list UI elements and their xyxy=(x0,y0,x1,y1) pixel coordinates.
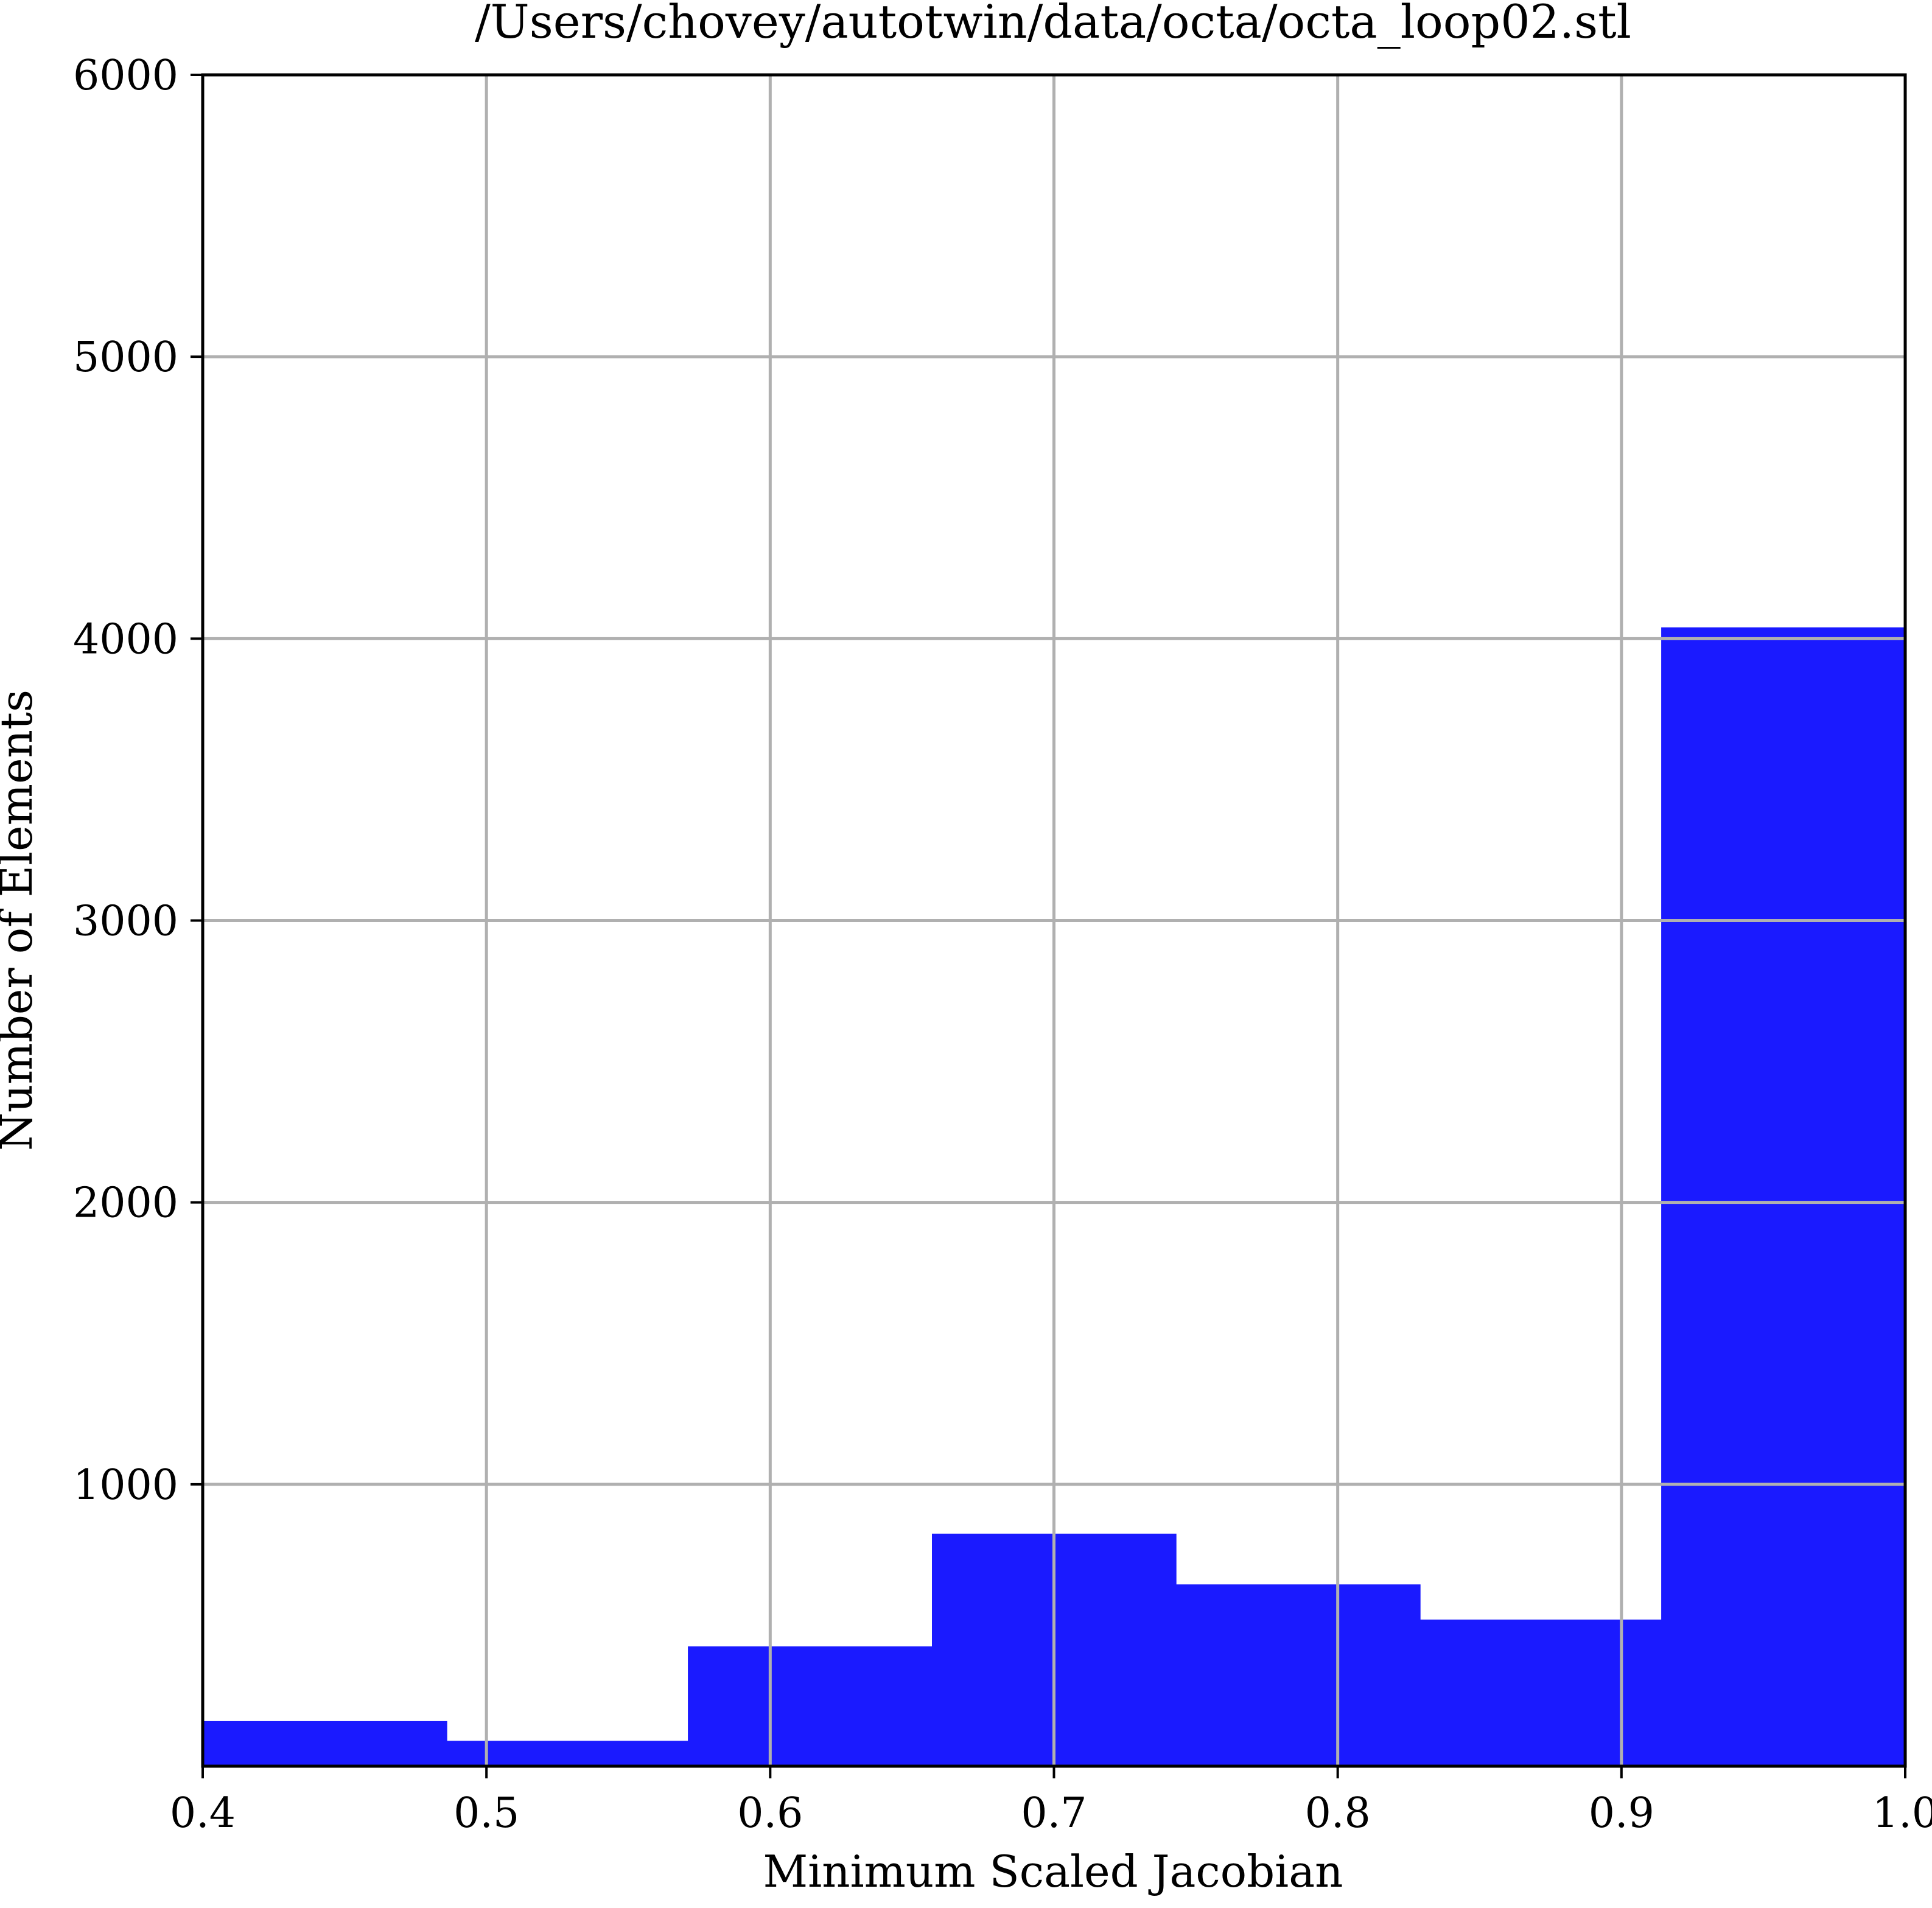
x-tick-label-5: 0.9 xyxy=(1589,1789,1654,1837)
histogram-bar-2 xyxy=(688,1646,933,1766)
y-tick-label-0: 1000 xyxy=(73,1461,178,1509)
y-axis-title: Number of Elements xyxy=(0,690,42,1151)
histogram-bar-5 xyxy=(1419,1620,1662,1766)
x-tick-label-2: 0.6 xyxy=(737,1789,803,1837)
y-tick-label-1: 2000 xyxy=(73,1179,178,1228)
y-tick-label-3: 4000 xyxy=(73,615,178,663)
x-tick-label-3: 0.7 xyxy=(1021,1789,1087,1837)
y-tick-label-5: 6000 xyxy=(73,52,178,100)
y-axis-ticks: 1000 2000 3000 4000 5000 6000 xyxy=(73,52,203,1509)
histogram-bar-4 xyxy=(1176,1584,1421,1766)
x-tick-label-0: 0.4 xyxy=(170,1789,236,1837)
histogram-bar-1 xyxy=(446,1741,688,1766)
x-axis-ticks: 0.4 0.5 0.6 0.7 0.8 0.9 1.0 xyxy=(170,1766,1932,1837)
x-axis-title: Minimum Scaled Jacobian xyxy=(763,1846,1343,1897)
x-tick-label-1: 0.5 xyxy=(453,1789,519,1837)
x-tick-label-4: 0.8 xyxy=(1305,1789,1371,1837)
y-tick-label-4: 5000 xyxy=(73,334,178,382)
histogram-bar-0 xyxy=(203,1721,447,1766)
chart-title: /Users/chovey/autotwin/data/octa/octa_lo… xyxy=(475,0,1631,49)
y-tick-label-2: 3000 xyxy=(73,898,178,946)
histogram-bar-6 xyxy=(1661,627,1906,1766)
x-tick-label-6: 1.0 xyxy=(1872,1789,1932,1837)
